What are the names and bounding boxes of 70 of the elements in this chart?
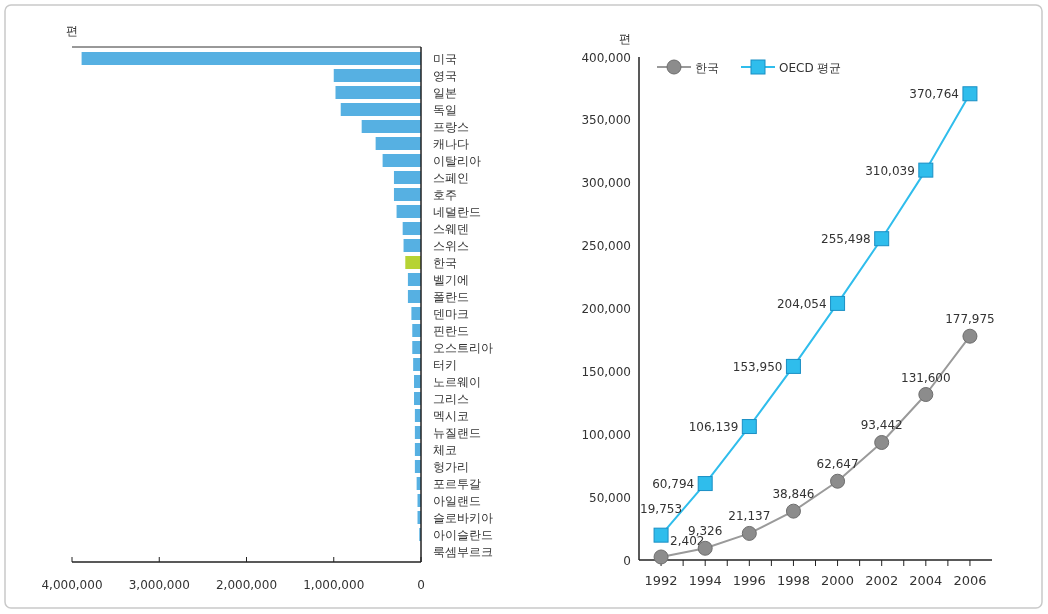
y-tick-label: 독일 xyxy=(433,103,457,117)
x-tick-label: 1,000,000 xyxy=(303,578,365,592)
y-tick-label: 뉴질랜드 xyxy=(433,426,481,440)
y-tick-label: 그리스 xyxy=(433,392,469,406)
y-tick-label: 스웨덴 xyxy=(433,222,469,236)
y-tick-label: 노르웨이 xyxy=(433,375,481,389)
y-tick-label: 멕시코 xyxy=(433,409,469,423)
y-tick-label: 룩셈부르크 xyxy=(433,545,493,559)
legend-label: OECD 평균 xyxy=(779,60,842,75)
y-tick-label: 체코 xyxy=(433,443,457,457)
y-tick-label: 200,000 xyxy=(581,302,631,316)
data-label: 310,039 xyxy=(865,163,915,178)
y-tick-label: 아이슬란드 xyxy=(433,528,493,542)
y-tick-label: 폴란드 xyxy=(433,290,469,304)
x-tick-label: 2,000,000 xyxy=(215,578,278,592)
data-label: 370,764 xyxy=(909,87,959,102)
x-tick-label: 3,000,000 xyxy=(128,578,190,592)
y-tick-label: 일본 xyxy=(433,86,457,100)
x-tick-label: 2002 xyxy=(865,573,899,588)
legend-label: 한국 xyxy=(695,60,719,75)
data-label: 153,950 xyxy=(732,359,783,374)
data-label: 19,753 xyxy=(640,502,683,517)
y-tick-label: 150,000 xyxy=(581,364,631,379)
y-tick-label: 한국 xyxy=(433,256,457,270)
data-label: 131,600 xyxy=(901,370,951,385)
y-tick-label: 프랑스 xyxy=(433,120,469,134)
data-label: 93,442 xyxy=(860,418,903,433)
y-tick-label: 슬로바키아 xyxy=(433,511,493,525)
x-tick-label: 2006 xyxy=(953,573,987,588)
y-tick-label: 오스트리아 xyxy=(433,341,493,355)
y-tick-label: 300,000 xyxy=(581,176,631,191)
data-label: 38,846 xyxy=(772,487,815,502)
x-tick-label: 1992 xyxy=(644,573,678,588)
x-tick-label: 2004 xyxy=(909,573,943,588)
y-tick-label: 포르투갈 xyxy=(433,477,481,491)
y-tick-label: 헝가리 xyxy=(433,460,469,474)
data-label: 60,794 xyxy=(652,477,695,492)
data-label: 255,498 xyxy=(821,232,871,247)
y-tick-label: 아일랜드 xyxy=(433,494,481,508)
x-tick-label: 1996 xyxy=(732,573,766,588)
y-tick-label: 핀란드 xyxy=(433,324,469,338)
data-label: 62,647 xyxy=(816,457,859,472)
x-tick-label: 0 xyxy=(417,578,425,592)
y-tick-label: 250,000 xyxy=(581,239,631,254)
y-tick-label: 캐나다 xyxy=(433,137,469,151)
y-tick-label: 미국 xyxy=(433,52,457,66)
y-tick-label: 덴마크 xyxy=(433,307,469,321)
x-tick-label: 2000 xyxy=(821,573,855,588)
data-label: 21,137 xyxy=(728,509,771,524)
data-label: 177,975 xyxy=(945,312,995,327)
y-tick-label: 이탈리아 xyxy=(433,154,481,168)
data-label: 204,054 xyxy=(776,296,827,311)
data-label: 106,139 xyxy=(688,420,739,435)
y-axis-title: 편 xyxy=(619,32,631,46)
y-tick-label: 터키 xyxy=(433,358,457,372)
y-tick-label: 0 xyxy=(623,553,631,568)
y-tick-label: 스페인 xyxy=(433,171,469,185)
x-axis-title: 편 xyxy=(66,24,78,38)
y-tick-label: 네덜란드 xyxy=(433,205,481,219)
x-tick-label: 1994 xyxy=(688,573,722,588)
y-tick-label: 50,000 xyxy=(589,490,631,505)
y-tick-label: 스위스 xyxy=(433,239,469,253)
x-tick-label: 4,000,000 xyxy=(41,578,103,592)
y-tick-label: 100,000 xyxy=(581,427,631,442)
y-tick-label: 영국 xyxy=(433,69,457,83)
y-tick-label: 400,000 xyxy=(581,50,631,65)
y-tick-label: 호주 xyxy=(433,188,457,202)
y-tick-label: 벨기에 xyxy=(433,273,469,287)
x-tick-label: 1998 xyxy=(776,573,810,588)
y-tick-label: 350,000 xyxy=(581,113,631,128)
